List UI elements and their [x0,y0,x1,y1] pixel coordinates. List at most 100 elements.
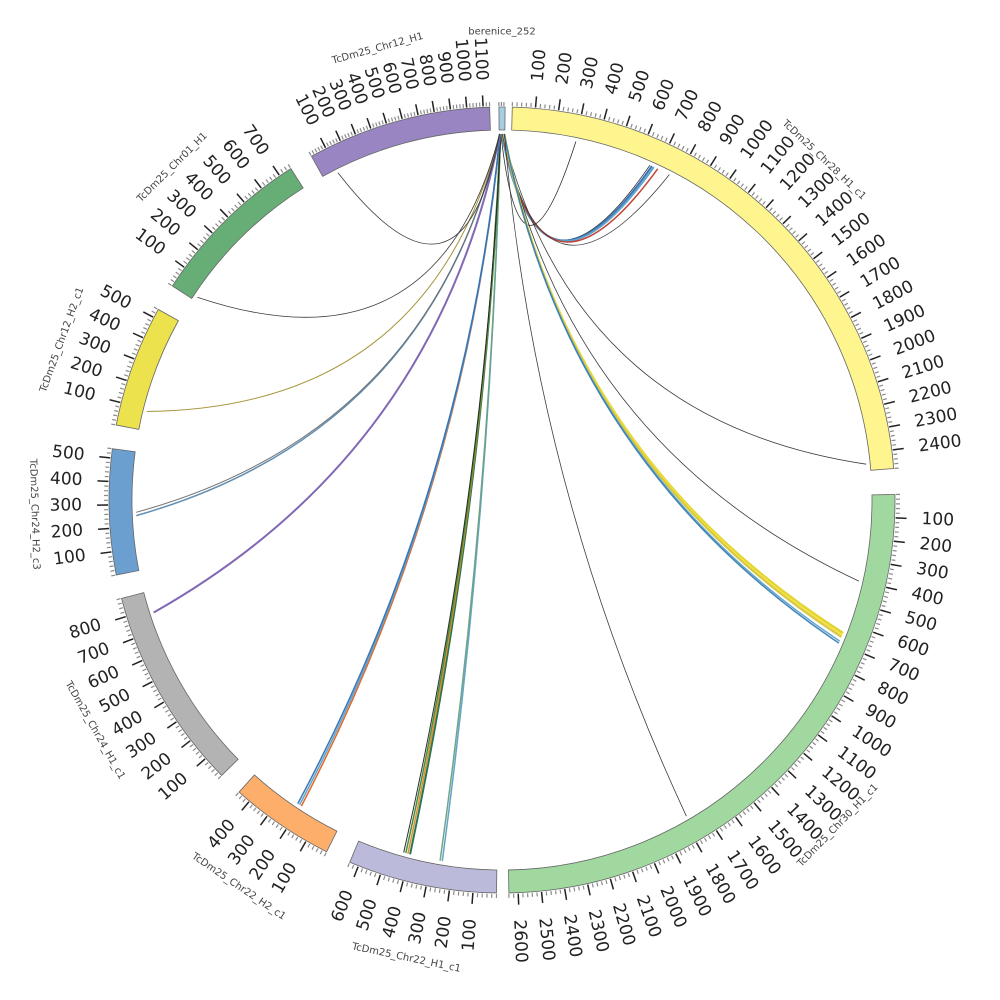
major-tick [142,680,153,688]
major-tick [253,178,262,189]
chromosome-band [498,106,506,131]
major-tick [398,108,403,120]
major-tick [319,137,327,149]
chromosome-tcdm25_chr24_h2_c3: 100 200 300 400 500 TcDm25_Chr24_H2_c3 [27,442,140,577]
major-tick [798,233,808,242]
link-tcdm25_chr24_h1_c1-23 [153,133,501,614]
chromosome-tcdm25_chr12_h1: 10020030040050060070080090010001100TcDm2… [290,31,492,177]
major-tick [174,260,185,268]
major-tick [109,399,121,404]
major-tick [889,424,901,428]
major-tick [399,881,404,893]
tick-label: 1100 [470,37,492,81]
major-tick [564,888,568,900]
tick-label: 100 [528,48,551,82]
tick-label: 2400 [559,913,586,959]
major-tick [580,103,585,115]
link-tcdm25_chr22_h2_c1-21 [298,133,501,806]
tick-label: 300 [915,559,950,584]
link-tcdm25_chr24_h2_c3-25 [136,133,501,513]
chromosome-band [121,592,239,777]
major-tick [272,165,280,176]
major-tick [883,400,896,405]
major-tick [181,740,191,749]
major-tick [132,332,144,339]
major-tick [540,891,544,904]
tick-label: 2300 [913,404,959,432]
major-tick [747,183,756,194]
tick-label: 100 [52,545,87,569]
major-tick [142,311,154,318]
chromosome-tcdm25_chr24_h1_c1: 100200300400500600700800TcDm25_Chr24_H1_… [62,592,239,805]
major-tick [97,480,109,483]
major-tick [447,890,451,902]
minor-ticks [498,102,505,106]
tick-label: 400 [909,583,945,610]
tick-label: 200 [919,534,953,557]
tick-label: 1000 [451,38,475,83]
tick-label: 600 [894,632,931,662]
major-tick [729,169,737,179]
chromosome-band [115,308,179,430]
major-tick [653,863,660,874]
major-tick [464,96,468,108]
major-tick [850,311,862,319]
major-tick [131,659,143,666]
major-tick [803,752,813,762]
major-tick [839,290,850,298]
major-tick [335,130,341,142]
major-tick [869,355,881,361]
major-tick [203,224,213,234]
link-tcdm25_chr01_h1-27 [197,133,500,318]
link-tcdm25_chr22_h1_c1-14 [441,133,502,862]
major-tick [241,801,250,811]
major-tick [415,104,419,116]
tick-label: 500 [903,608,940,636]
tick-label: 2200 [608,901,639,948]
tick-label: 300 [76,329,113,359]
chromosome-tcdm25_chr28_h1_c1: 100 200 3004005006007008009001000110012001… [511,48,963,471]
major-tick [376,874,382,886]
link-tcdm25_chr28_h1_c1-6 [502,133,867,465]
chromosome-band [508,494,896,894]
tick-label: 2600 [509,919,531,963]
tick-label: 500 [353,896,382,933]
major-tick [735,816,743,827]
chromosome-label: berenice_252 [468,27,535,38]
major-tick [603,108,608,120]
major-tick [366,117,372,129]
tick-label: 300 [577,55,603,91]
major-tick [196,758,206,767]
link-tcdm25_chr30_h1_c1-8 [502,133,844,635]
major-tick [557,99,561,111]
major-tick [114,615,126,621]
major-tick [709,155,717,167]
major-tick [893,540,905,544]
major-tick [188,242,199,251]
major-tick [886,586,898,591]
major-tick [123,354,135,360]
tick-label: 600 [327,887,357,925]
tick-label: 800 [67,615,104,644]
major-tick [299,841,307,852]
major-tick [279,829,287,840]
major-tick [765,198,775,209]
major-tick [219,208,229,218]
major-tick [753,802,762,812]
major-tick [715,830,724,841]
major-tick [689,143,697,155]
major-tick [534,96,538,108]
major-tick [609,878,615,890]
chromosome-band [171,167,304,300]
tick-label: 900 [433,50,457,85]
link-tcdm25_chr30_h1_c1-13 [504,133,687,817]
link-tcdm25_chr30_h1_c1-7 [503,133,860,582]
major-tick [771,786,780,796]
major-tick [854,674,866,681]
major-tick [471,892,474,904]
major-tick [98,527,110,531]
major-tick [448,98,452,110]
